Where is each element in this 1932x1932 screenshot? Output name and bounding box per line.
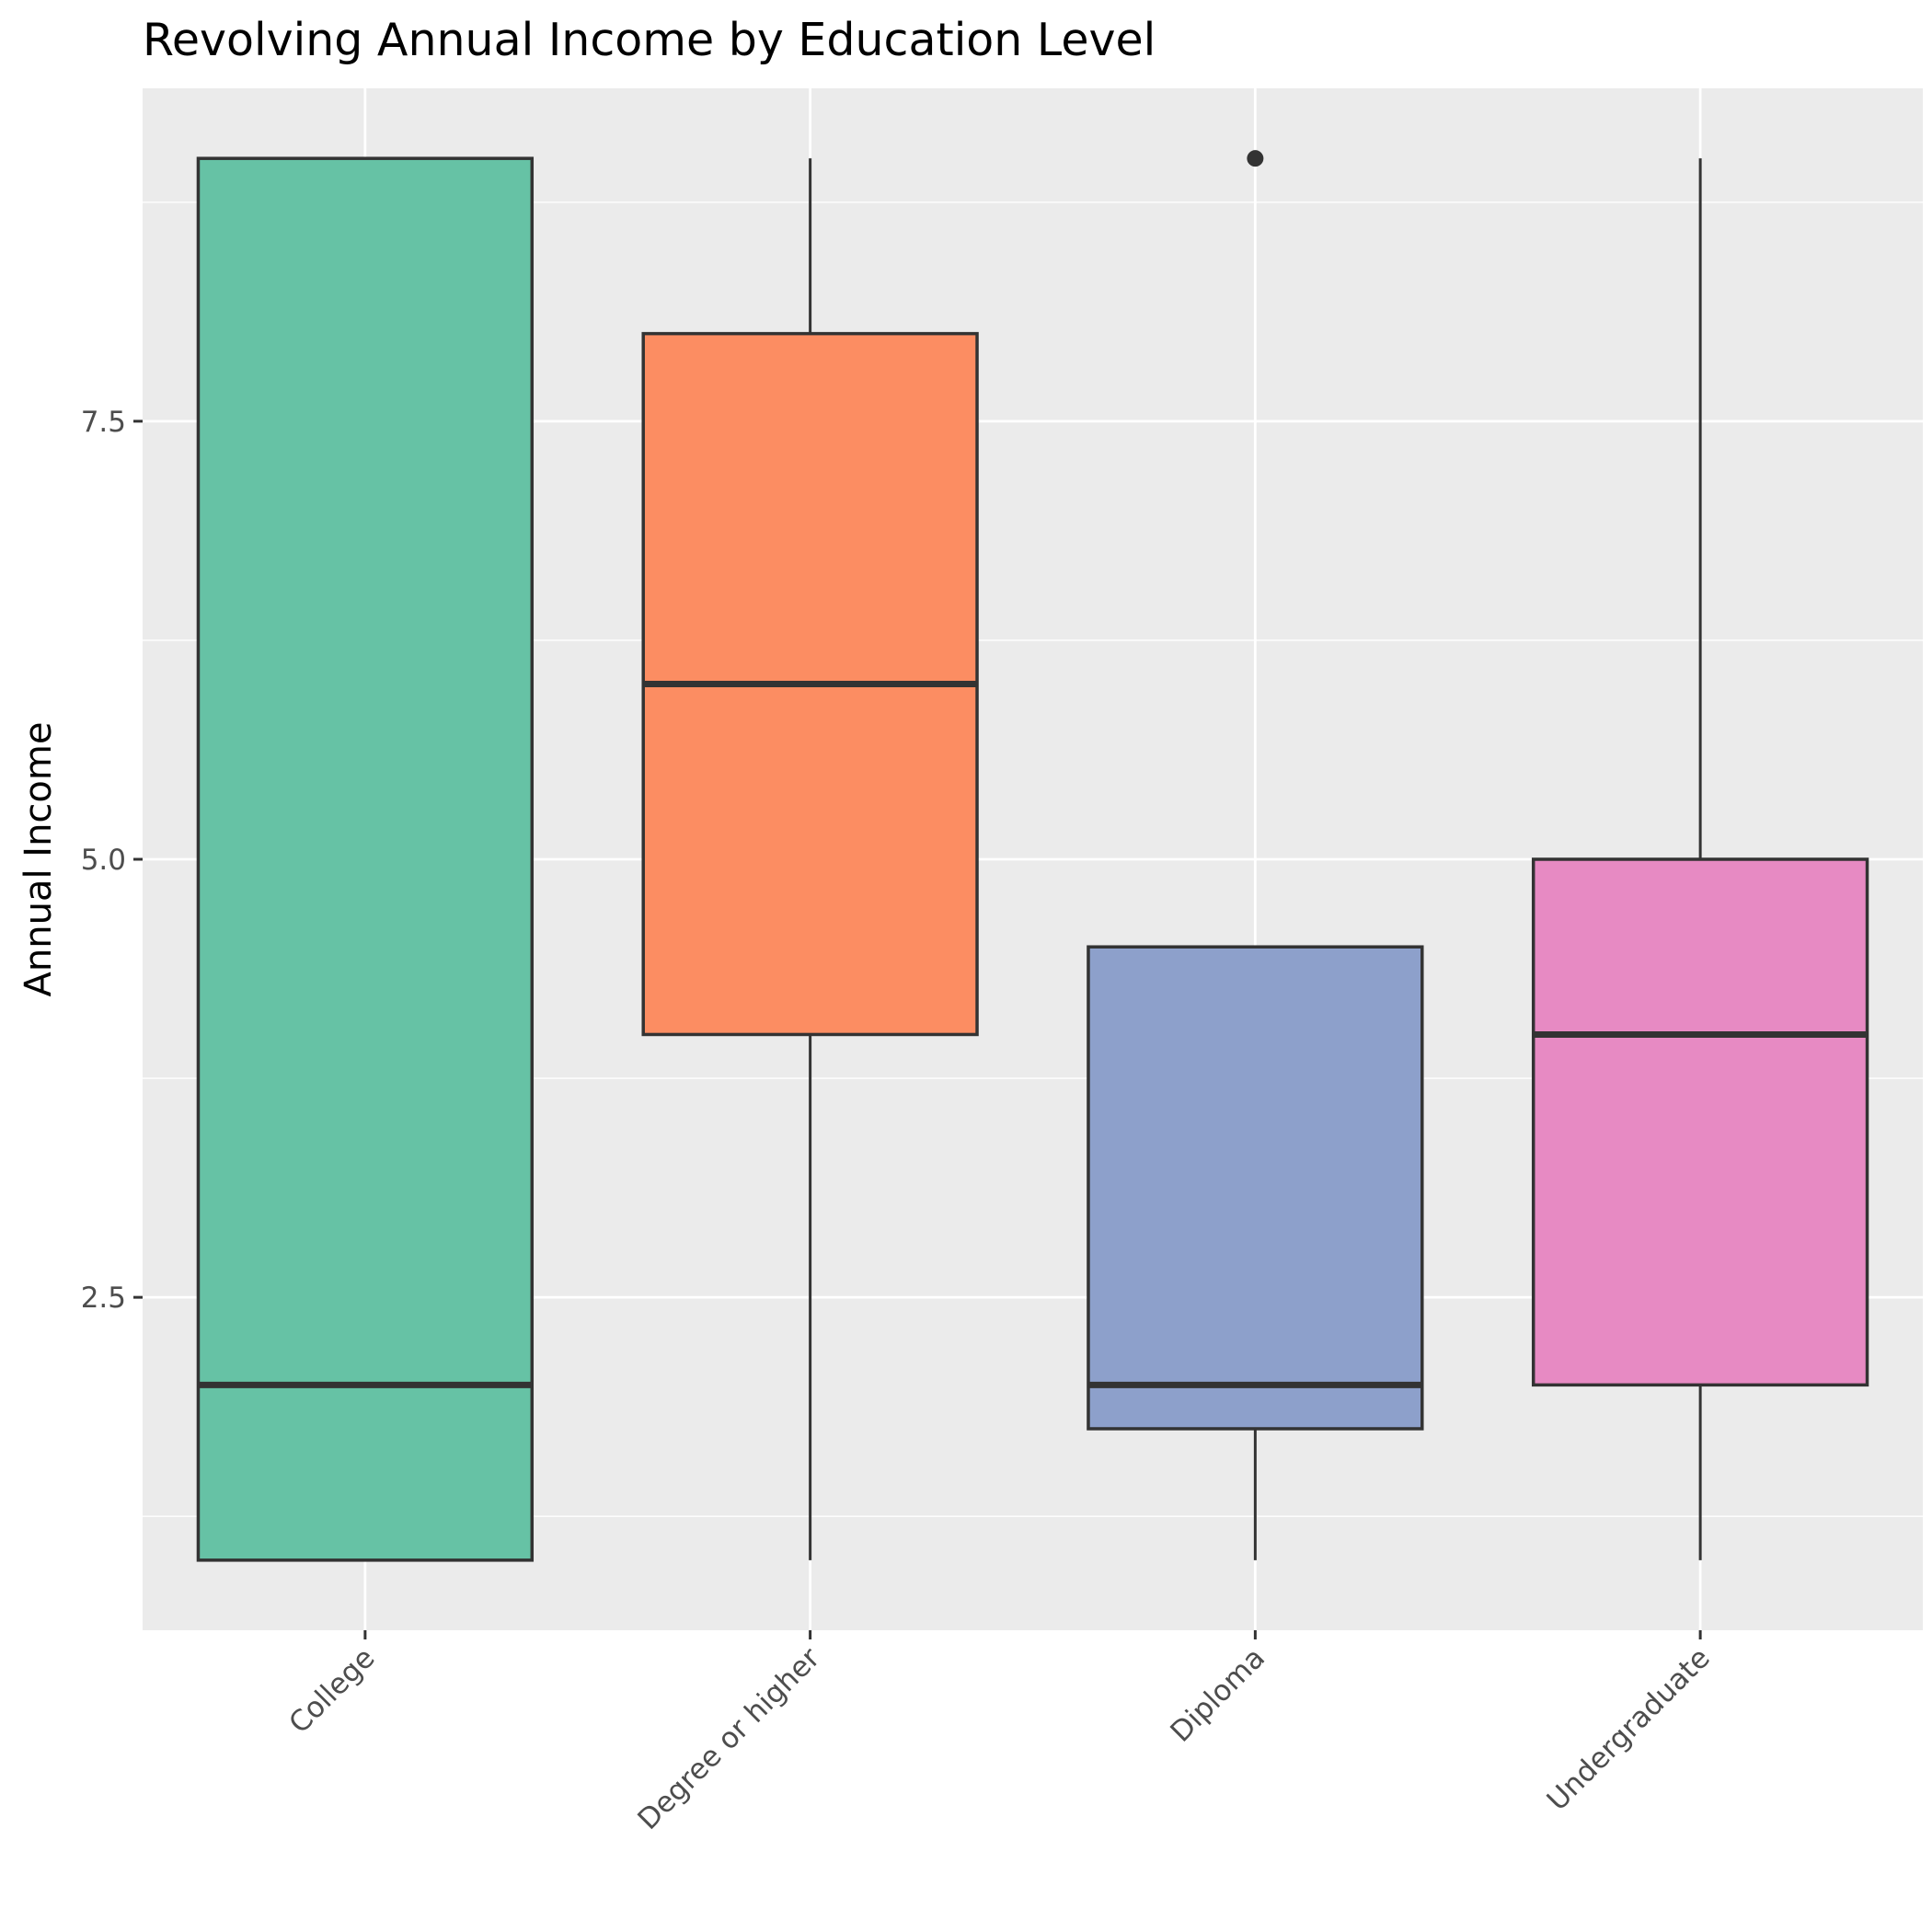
y-tick-label: 7.5 (81, 406, 126, 439)
y-tick-label: 2.5 (81, 1282, 126, 1315)
chart-title: Revolving Annual Income by Education Lev… (143, 14, 1156, 66)
boxplots (196, 150, 1869, 1562)
box-undergraduate (1531, 158, 1869, 1560)
box-body (1087, 945, 1424, 1431)
y-tick-label: 5.0 (81, 844, 126, 877)
y-axis-title: Annual Income (17, 722, 60, 997)
box-diploma (1087, 150, 1424, 1560)
x-tick-label: Degree or higher (631, 1641, 826, 1836)
box-body (196, 156, 535, 1562)
x-tick-label: College (282, 1641, 381, 1740)
x-tick-label: Undergraduate (1541, 1641, 1717, 1817)
box-college (196, 156, 535, 1562)
outlier-point (1247, 150, 1264, 167)
x-tick-label: Diploma (1164, 1641, 1271, 1749)
box-degree-or-higher (641, 158, 979, 1560)
box-body (1531, 857, 1869, 1387)
